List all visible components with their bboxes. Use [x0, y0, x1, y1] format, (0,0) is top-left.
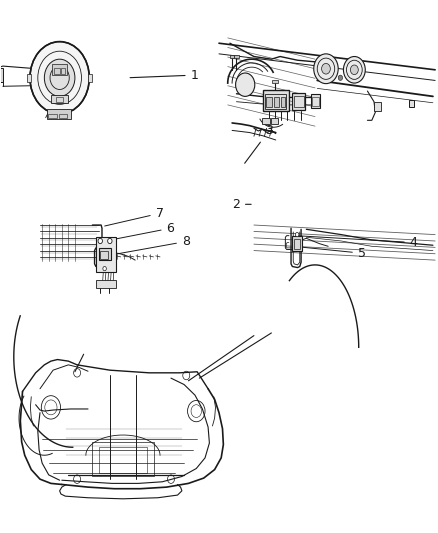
Bar: [263, 90, 289, 111]
Bar: [92, 442, 153, 477]
Bar: [266, 98, 272, 107]
Bar: [99, 248, 111, 260]
Bar: [312, 98, 318, 106]
Circle shape: [338, 75, 343, 80]
Circle shape: [350, 65, 358, 75]
Circle shape: [236, 73, 255, 96]
Bar: [262, 118, 270, 124]
Bar: [48, 114, 57, 118]
Bar: [294, 96, 304, 107]
Bar: [96, 280, 116, 288]
Text: 1: 1: [130, 69, 198, 82]
Bar: [272, 80, 278, 83]
Text: 8: 8: [115, 235, 190, 254]
Circle shape: [314, 54, 338, 84]
Bar: [0, 68, 4, 82]
Bar: [293, 239, 300, 249]
Bar: [281, 98, 285, 107]
Circle shape: [30, 42, 89, 114]
Text: 4: 4: [299, 236, 418, 249]
Bar: [230, 55, 234, 58]
Bar: [56, 98, 63, 102]
Text: 7: 7: [105, 207, 164, 226]
Bar: [409, 100, 414, 107]
Bar: [311, 94, 320, 108]
Bar: [51, 95, 68, 103]
Bar: [96, 237, 116, 272]
Bar: [53, 68, 60, 74]
Bar: [272, 118, 279, 124]
Circle shape: [44, 59, 75, 96]
Bar: [374, 102, 381, 111]
Bar: [46, 109, 71, 119]
Text: 2: 2: [232, 198, 251, 211]
Bar: [265, 94, 286, 109]
Text: 3: 3: [245, 124, 273, 163]
Bar: [60, 68, 65, 74]
Bar: [100, 251, 108, 259]
Bar: [292, 236, 302, 251]
Bar: [59, 114, 67, 118]
Bar: [52, 64, 67, 75]
Circle shape: [295, 232, 299, 237]
Circle shape: [98, 238, 102, 244]
Bar: [274, 98, 279, 107]
Text: 5: 5: [296, 247, 366, 260]
Bar: [234, 55, 239, 58]
Bar: [292, 93, 305, 110]
Text: 6: 6: [108, 222, 174, 240]
Bar: [88, 74, 92, 82]
Circle shape: [343, 56, 365, 83]
Bar: [27, 74, 31, 82]
Circle shape: [321, 63, 330, 74]
Circle shape: [108, 238, 112, 244]
Bar: [99, 447, 147, 473]
Circle shape: [103, 266, 106, 271]
